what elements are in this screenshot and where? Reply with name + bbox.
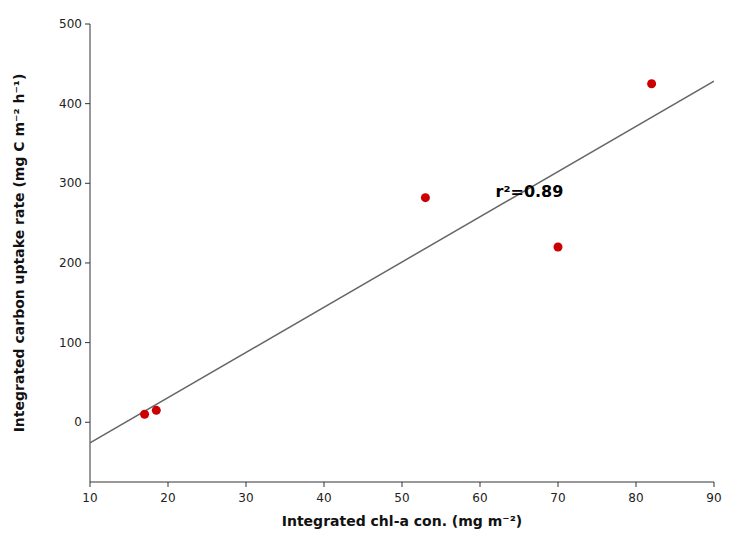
y-axis [90, 24, 91, 482]
y-tick-label: 300 [59, 176, 82, 190]
y-tick [85, 262, 90, 263]
x-tick-label: 60 [472, 491, 487, 505]
y-axis-label: Integrated carbon uptake rate (mg C m⁻² … [11, 74, 27, 433]
y-tick-label: 0 [74, 415, 82, 429]
chart: 10 20 30 40 50 60 70 80 90 0 100 200 300 400 500 Integr… [0, 0, 744, 544]
y-tick [85, 422, 90, 423]
x-tick [714, 482, 715, 487]
y-tick-label: 200 [59, 256, 82, 270]
x-tick [324, 482, 325, 487]
regression-line [90, 81, 714, 443]
plot-area [90, 79, 714, 443]
y-tick [85, 24, 90, 25]
x-tick-label: 70 [550, 491, 565, 505]
data-point [421, 193, 430, 202]
x-tick [168, 482, 169, 487]
x-tick-label: 10 [82, 491, 97, 505]
y-tick [85, 183, 90, 184]
x-axis-label: Integrated chl-a con. (mg m⁻²) [282, 513, 522, 529]
annotation: r²=0.89 [496, 182, 564, 201]
y-tick [85, 103, 90, 104]
y-tick [85, 342, 90, 343]
x-tick [402, 482, 403, 487]
x-tick-label: 20 [160, 491, 175, 505]
x-tick [246, 482, 247, 487]
x-tick [558, 482, 559, 487]
y-tick-label: 100 [59, 336, 82, 350]
x-tick-label: 50 [394, 491, 409, 505]
x-tick-label: 40 [316, 491, 331, 505]
y-tick-label: 400 [59, 97, 82, 111]
data-point [152, 406, 161, 415]
data-point [140, 410, 149, 419]
data-point [647, 79, 656, 88]
y-tick-label: 500 [59, 17, 82, 31]
x-tick [480, 482, 481, 487]
x-tick [636, 482, 637, 487]
x-tick [90, 482, 91, 487]
x-tick-label: 80 [628, 491, 643, 505]
x-tick-label: 90 [706, 491, 721, 505]
x-tick-label: 30 [238, 491, 253, 505]
data-point [554, 243, 563, 252]
